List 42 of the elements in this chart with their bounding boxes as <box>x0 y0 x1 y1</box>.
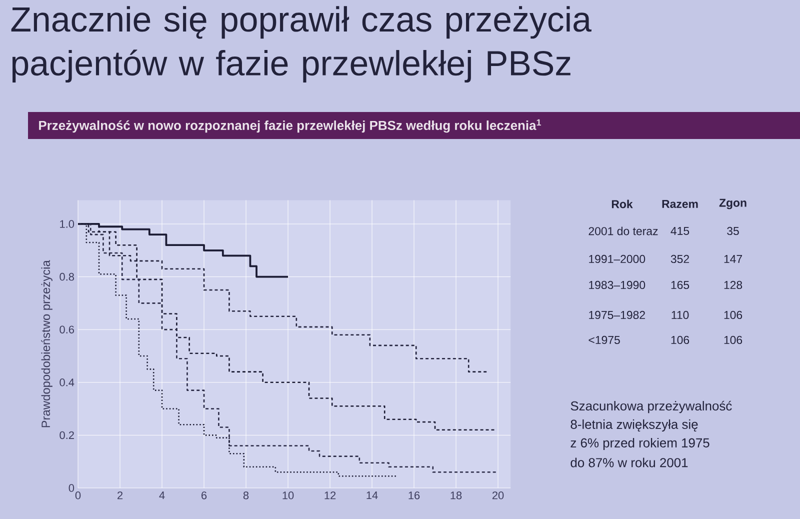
x-tick-label: 20 <box>492 492 504 500</box>
chart-title: Znacznie się poprawił czas przeżycia pacjentów w fazie przewlekłej PBSz <box>11 6 592 83</box>
text: 165 <box>671 280 690 290</box>
x-tick-label: 0 <box>75 492 81 500</box>
text: do 87% w roku 2001 <box>570 458 688 468</box>
text: 106 <box>724 310 742 320</box>
y-tick-label: 0.8 <box>60 272 74 281</box>
text: Szacunkowa przeżywalność <box>570 400 732 414</box>
text: 128 <box>724 280 742 290</box>
text: 1991–2000 <box>589 254 646 264</box>
x-tick-label: 4 <box>159 492 165 500</box>
x-tick-label: 10 <box>282 492 294 500</box>
text: Razem <box>662 200 698 208</box>
text: Rok <box>612 200 633 208</box>
text: 35 <box>727 226 739 236</box>
text: 1975–1982 <box>589 310 645 320</box>
text: 2001 do teraz <box>588 226 658 236</box>
y-tick-label: 0 <box>68 484 74 492</box>
text: 8-letnia zwiększyła się <box>570 419 698 432</box>
x-tick-label: 18 <box>450 492 462 500</box>
x-tick-label: 14 <box>366 492 378 500</box>
y-tick-label: 0.6 <box>60 326 74 334</box>
text: 106 <box>724 336 742 344</box>
text: 415 <box>670 226 690 235</box>
x-tick-label: 2 <box>118 492 123 500</box>
text: z 6% przed rokiem 1975 <box>570 438 710 450</box>
x-tick-label: 12 <box>324 492 336 500</box>
text: 110 <box>672 310 689 320</box>
y-tick-label: 1.0 <box>60 220 74 228</box>
x-tick-label: 16 <box>408 492 420 500</box>
text: 352 <box>670 254 689 264</box>
x-tick-label: 6 <box>202 492 207 500</box>
text: <1975 <box>588 336 620 344</box>
y-tick-label: 0.2 <box>60 431 74 440</box>
text: 106 <box>671 336 690 344</box>
y-axis-title: Prawdopodobieństwo przeżycia <box>41 260 52 428</box>
text: 147 <box>724 255 742 263</box>
y-tick-label: 0.4 <box>60 378 74 386</box>
chart-subtitle: Przeżywalność w nowo rozpoznanej fazie przewlekłej PBSz według roku leczenia$^{1}$ <box>39 119 542 133</box>
x-tick-label: 8 <box>243 492 249 500</box>
text: Zgon <box>719 198 746 210</box>
text: 1983–1990 <box>589 280 646 290</box>
